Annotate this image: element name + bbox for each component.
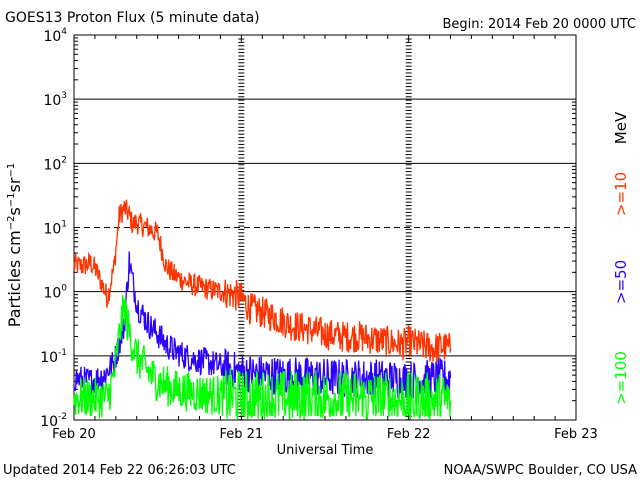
x-tick-label: Feb 22 xyxy=(387,427,431,442)
legend-unit: MeV xyxy=(612,111,630,144)
x-tick-label: Feb 23 xyxy=(554,427,598,442)
y-tick-label: 102 xyxy=(43,155,67,173)
y-tick-label: 10-2 xyxy=(40,412,67,430)
legend-entry-100mev: >=100 xyxy=(612,351,630,405)
begin-label: Begin: 2014 Feb 20 0000 UTC xyxy=(442,17,636,32)
x-tick-label: Feb 20 xyxy=(52,427,96,442)
x-tick-labels: Feb 20 Feb 21 Feb 22 Feb 23 xyxy=(52,427,598,442)
updated-timestamp: Updated 2014 Feb 22 06:26:03 UTC xyxy=(3,463,236,478)
series-line-0 xyxy=(73,199,452,363)
series-line-2 xyxy=(73,294,452,420)
legend-entry-10mev: >=10 xyxy=(612,172,630,216)
y-tick-label: 100 xyxy=(43,284,67,302)
series-layer xyxy=(73,199,452,420)
x-axis-label: Universal Time xyxy=(277,443,374,458)
credit-label: NOAA/SWPC Boulder, CO USA xyxy=(444,463,637,478)
x-tick-label: Feb 21 xyxy=(219,427,263,442)
y-axis-label: Particles cm−2s−1sr−1 xyxy=(5,163,24,327)
chart-title: GOES13 Proton Flux (5 minute data) xyxy=(5,10,260,26)
y-tick-label: 104 xyxy=(43,27,67,45)
y-tick-labels: 10-2 10-1 100 101 102 103 104 xyxy=(40,27,67,430)
legend-entry-50mev: >=50 xyxy=(612,260,630,304)
series-line-1 xyxy=(73,251,452,400)
grid xyxy=(73,35,577,421)
y-tick-label: 10-1 xyxy=(40,348,67,366)
y-tick-label: 101 xyxy=(43,220,67,238)
y-tick-label: 103 xyxy=(43,91,67,109)
